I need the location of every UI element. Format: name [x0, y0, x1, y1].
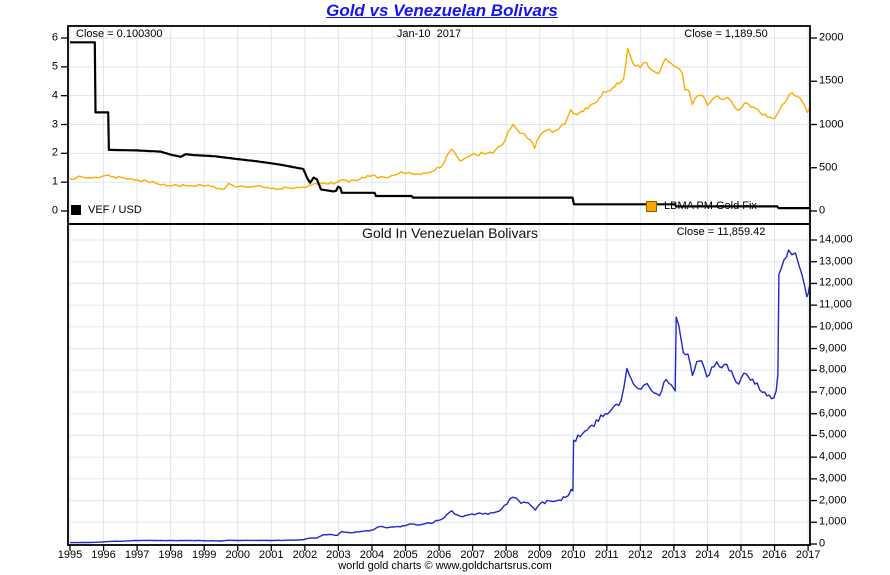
gold-close-annotation: Close = 1,189.50	[684, 28, 768, 40]
top-right-axis-tick-label: 1000	[819, 118, 844, 130]
x-axis-tick-label: 2002	[292, 549, 318, 561]
bottom-panel-title: Gold In Venezuelan Bolivars	[362, 225, 538, 241]
bottom-right-axis-tick-label: 14,000	[819, 233, 853, 246]
top-right-axis-tick-label: 1500	[819, 74, 844, 87]
left-axis-tick-label: 0	[51, 204, 58, 217]
bottom-right-axis-tick-label: 11,000	[819, 298, 852, 311]
bottom-right-axis-tick-label: 1,000	[819, 515, 847, 528]
x-axis-tick-label: 2004	[359, 549, 385, 561]
left-axis-tick-label: 5	[51, 60, 58, 73]
bottom-right-axis-tick-label: 9,000	[819, 342, 847, 355]
x-axis-tick-label: 2009	[527, 549, 552, 561]
vef-usd-series-line	[70, 41, 809, 210]
x-axis-tick-label: 2006	[426, 549, 452, 561]
legend-lbma-gold: LBMA PM Gold Fix	[646, 200, 757, 212]
x-axis-tick-label: 1998	[158, 549, 183, 561]
x-axis-tick-label: 1997	[124, 549, 150, 561]
gold-legend-swatch-icon	[646, 200, 657, 212]
credit-footer: world gold charts © www.goldchartsrus.co…	[338, 560, 552, 572]
left-axis-tick-label: 1	[51, 175, 58, 188]
bottom-right-axis-tick-label: 3,000	[819, 472, 847, 485]
x-axis-tick-label: 2015	[728, 549, 754, 561]
bottom-right-axis-tick-label: 13,000	[819, 255, 853, 268]
left-axis-tick-label: 3	[51, 118, 58, 130]
bottom-right-axis-tick-label: 8,000	[819, 363, 847, 376]
gold-price-series-line	[69, 47, 809, 191]
x-axis-tick-label: 2011	[594, 549, 619, 561]
x-axis-tick-label: 1999	[191, 549, 217, 561]
left-axis-tick-label: 6	[51, 31, 58, 44]
top-right-axis-tick-label: 500	[819, 161, 838, 174]
bottom-right-axis-tick-label: 2,000	[819, 494, 847, 507]
bottom-right-axis-tick-label: 4,000	[819, 450, 847, 463]
x-axis-tick-label: 2012	[628, 549, 653, 561]
x-axis-tick-label: 2013	[661, 549, 687, 561]
vef-close-annotation: Close = 0.100300	[76, 28, 163, 40]
x-axis-tick-label: 2017	[795, 549, 821, 561]
gold-in-bolivars-series-line	[70, 249, 809, 544]
x-axis-tick-label: 2007	[460, 549, 485, 561]
bolivar-gold-close-annotation: Close = 11,859.42	[676, 226, 766, 238]
x-axis-tick-label: 2003	[326, 549, 351, 561]
top-right-axis-tick-label: 0	[819, 204, 826, 217]
bottom-right-axis-tick-label: 10,000	[819, 320, 853, 333]
vef-legend-swatch-icon	[71, 205, 81, 216]
left-axis-tick-label: 2	[51, 146, 58, 159]
left-axis-tick-label: 4	[51, 89, 58, 102]
x-axis-tick-label: 1996	[91, 549, 116, 561]
x-axis-tick-label: 2010	[561, 549, 586, 561]
legend-vef-usd: VEF / USD	[71, 204, 142, 216]
x-axis-tick-label: 2008	[493, 549, 519, 561]
x-axis-tick-label: 2001	[259, 549, 284, 561]
x-axis-tick-label: 1995	[57, 549, 83, 561]
page-title: Gold vs Venezuelan Bolivars	[326, 1, 558, 20]
vef-legend-label: VEF / USD	[88, 204, 142, 216]
bottom-right-axis-tick-label: 0	[819, 537, 826, 550]
bottom-right-axis-tick-label: 5,000	[819, 428, 847, 441]
x-axis-tick-label: 2016	[762, 549, 787, 561]
bottom-right-axis-tick-label: 7,000	[819, 385, 847, 398]
bottom-right-axis-tick-label: 12,000	[819, 276, 853, 289]
x-axis-tick-label: 2000	[225, 549, 250, 561]
x-axis-tick-label: 2005	[393, 549, 418, 561]
bottom-right-axis-tick-label: 6,000	[819, 407, 847, 420]
gold-legend-label: LBMA PM Gold Fix	[664, 200, 757, 212]
date-annotation: Jan-10 2017	[396, 28, 462, 40]
top-right-axis-tick-label: 2000	[819, 31, 844, 44]
x-axis-tick-label: 2014	[695, 549, 720, 561]
